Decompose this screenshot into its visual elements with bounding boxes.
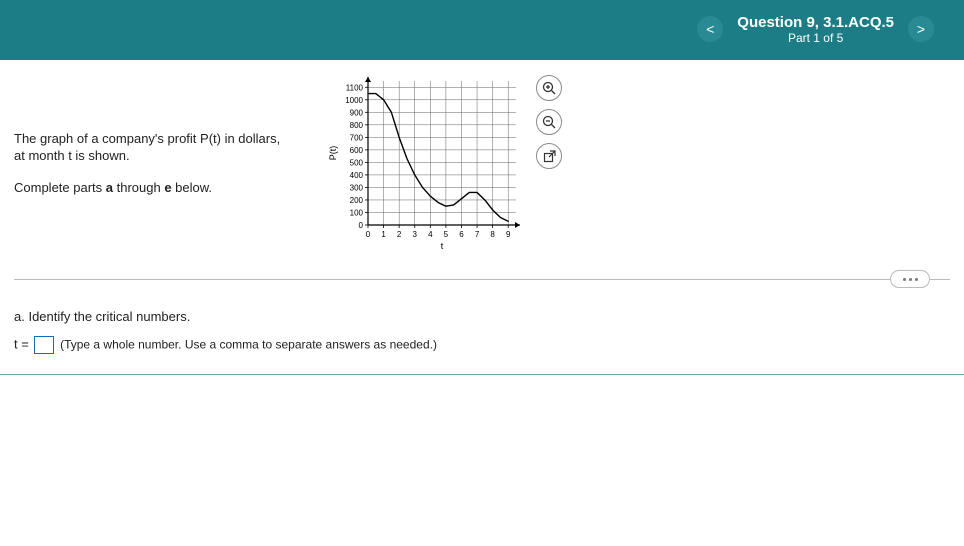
svg-text:200: 200 bbox=[350, 196, 364, 205]
zoom-out-icon[interactable] bbox=[536, 109, 562, 135]
svg-text:800: 800 bbox=[350, 121, 364, 130]
svg-text:8: 8 bbox=[490, 230, 495, 239]
svg-text:600: 600 bbox=[350, 146, 364, 155]
section-divider bbox=[14, 279, 950, 280]
svg-text:700: 700 bbox=[350, 133, 364, 142]
answer-input[interactable] bbox=[34, 336, 54, 354]
svg-text:100: 100 bbox=[350, 208, 364, 217]
question-title: Question 9, 3.1.ACQ.5 bbox=[737, 14, 894, 31]
svg-text:6: 6 bbox=[459, 230, 464, 239]
svg-text:2: 2 bbox=[397, 230, 402, 239]
svg-text:7: 7 bbox=[475, 230, 480, 239]
zoom-in-icon[interactable] bbox=[536, 75, 562, 101]
prompt-line1a: The graph of a company's profit P(t) in … bbox=[14, 131, 280, 146]
popout-icon[interactable] bbox=[536, 143, 562, 169]
svg-text:3: 3 bbox=[413, 230, 418, 239]
question-title-block: Question 9, 3.1.ACQ.5 Part 1 of 5 bbox=[737, 14, 894, 45]
prompt-bold-a: a bbox=[106, 180, 113, 195]
part-a-label: a. Identify the critical numbers. bbox=[14, 309, 950, 324]
content-area: The graph of a company's profit P(t) in … bbox=[0, 60, 964, 375]
svg-text:5: 5 bbox=[444, 230, 449, 239]
svg-text:0: 0 bbox=[359, 221, 364, 230]
question-header: < Question 9, 3.1.ACQ.5 Part 1 of 5 > bbox=[0, 0, 964, 58]
prev-question-button[interactable]: < bbox=[697, 16, 723, 42]
profit-chart: 0 1 2 3 4 5 6 7 8 9 0 100 200 300 400 500 600 700 800 900 10… bbox=[324, 73, 524, 253]
prompt-line1b: at month t is shown. bbox=[14, 148, 130, 163]
svg-text:400: 400 bbox=[350, 171, 364, 180]
svg-text:4: 4 bbox=[428, 230, 433, 239]
question-subtitle: Part 1 of 5 bbox=[737, 31, 894, 45]
svg-text:1: 1 bbox=[381, 230, 386, 239]
prompt-text: The graph of a company's profit P(t) in … bbox=[14, 130, 324, 197]
prompt-line2a: Complete parts bbox=[14, 180, 106, 195]
answer-hint: (Type a whole number. Use a comma to sep… bbox=[60, 337, 437, 351]
svg-text:9: 9 bbox=[506, 230, 511, 239]
svg-text:1000: 1000 bbox=[345, 96, 363, 105]
svg-text:0: 0 bbox=[366, 230, 371, 239]
svg-text:P(t): P(t) bbox=[328, 146, 338, 161]
prompt-mid: through bbox=[113, 180, 164, 195]
svg-text:300: 300 bbox=[350, 183, 364, 192]
svg-text:1100: 1100 bbox=[346, 83, 364, 92]
next-question-button[interactable]: > bbox=[908, 16, 934, 42]
answer-prefix: t = bbox=[14, 336, 29, 351]
prompt-end: below. bbox=[172, 180, 212, 195]
svg-text:900: 900 bbox=[350, 108, 364, 117]
chart-tools bbox=[536, 75, 562, 169]
more-options-button[interactable] bbox=[890, 270, 930, 288]
prompt-bold-e: e bbox=[164, 180, 171, 195]
svg-text:500: 500 bbox=[350, 158, 364, 167]
